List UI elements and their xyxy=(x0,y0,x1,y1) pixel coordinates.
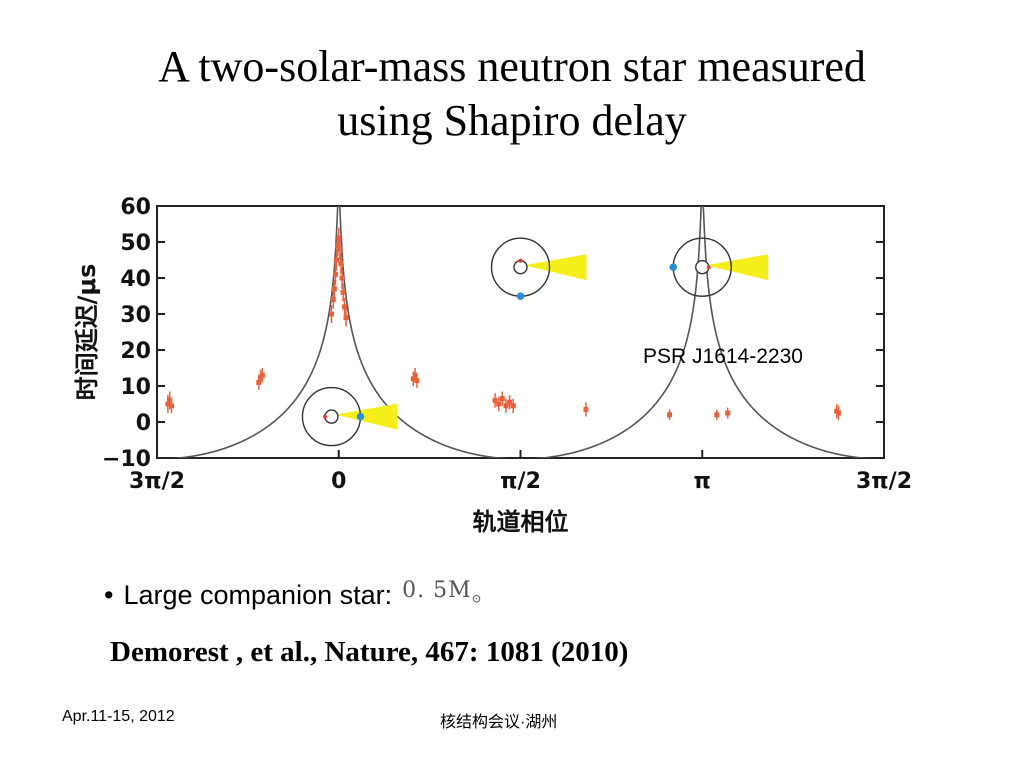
data-point xyxy=(499,396,505,402)
pulsar-dot xyxy=(518,258,523,263)
model-curve xyxy=(166,206,875,458)
data-point xyxy=(414,378,420,384)
data-point xyxy=(165,401,171,407)
data-point xyxy=(330,297,336,303)
pulsar-dot xyxy=(706,265,711,270)
shapiro-delay-chart: −10 0 10 20 30 40 50 60 3π/2 0 π/2 π 3π/2 轨道相位 时间延迟/μs… xyxy=(73,195,912,536)
companion-star xyxy=(356,412,365,421)
y-tick-label: 30 xyxy=(120,303,151,328)
data-point xyxy=(259,372,265,378)
bullet-companion: • Large companion star: 0. 5M⊙ xyxy=(104,574,483,615)
data-point xyxy=(335,243,341,249)
y-tick-label: 0 xyxy=(136,411,151,436)
citation: Demorest , et al., Nature, 467: 1081 (20… xyxy=(110,636,629,668)
y-tick-label: 50 xyxy=(120,231,151,256)
orbit-inset-2 xyxy=(490,237,587,300)
data-point xyxy=(836,410,842,416)
data-point xyxy=(412,372,418,378)
x-tick-label: π xyxy=(694,469,711,494)
data-point xyxy=(583,406,589,412)
data-point xyxy=(410,376,416,382)
data-point xyxy=(167,397,173,403)
data-point xyxy=(256,379,262,385)
line-of-sight-beam xyxy=(335,403,398,430)
data-point xyxy=(503,403,509,409)
x-tick-label: π/2 xyxy=(500,469,541,494)
companion-star xyxy=(669,263,678,271)
y-tick-label: 40 xyxy=(120,267,151,292)
bullet-text: Large companion star: xyxy=(123,579,393,610)
x-tick-label: 0 xyxy=(331,469,346,494)
data-point xyxy=(337,246,343,252)
data-point xyxy=(339,275,345,281)
slide-title-line1: A two-solar-mass neutron star measured xyxy=(158,42,866,91)
footer-date: Apr.11-15, 2012 xyxy=(62,708,175,725)
data-point xyxy=(714,412,720,418)
solar-mass-symbol: ⊙ xyxy=(471,591,483,606)
data-point xyxy=(332,271,338,277)
x-tick-label: 3π/2 xyxy=(856,469,912,494)
data-point xyxy=(342,304,348,310)
data-point xyxy=(725,410,731,416)
x-tick-label: 3π/2 xyxy=(129,469,185,494)
pulsar-name-label: PSR J1614-2230 xyxy=(643,345,803,368)
data-point xyxy=(343,315,349,321)
companion-star xyxy=(516,292,525,300)
data-point xyxy=(338,261,344,267)
y-tick-label: 60 xyxy=(120,195,151,220)
y-tick-label: −10 xyxy=(102,447,151,472)
footer-conference: 核结构会议·湖州 xyxy=(440,714,558,731)
slide-title: A two-solar-mass neutron star measured u… xyxy=(0,40,1024,148)
y-tick-label: 20 xyxy=(120,339,151,364)
data-point xyxy=(328,311,334,317)
y-axis-title: 时间延迟/μs xyxy=(73,264,101,401)
pulsar-dot xyxy=(322,414,327,419)
orbit-inset-1 xyxy=(301,386,398,447)
orbit-inset-3 xyxy=(669,237,769,297)
data-point xyxy=(492,397,498,403)
line-of-sight-beam xyxy=(524,254,587,281)
data-point xyxy=(340,289,346,295)
y-tick-label: 10 xyxy=(120,375,151,400)
companion-mass: 0. 5M⊙ xyxy=(402,574,483,615)
data-point xyxy=(169,403,175,409)
x-axis-title: 轨道相位 xyxy=(473,508,569,536)
data-point xyxy=(667,412,673,418)
data-point xyxy=(331,286,337,292)
data-point xyxy=(334,257,340,263)
data-point xyxy=(507,399,513,405)
data-point xyxy=(336,235,342,241)
plot-frame xyxy=(156,205,885,459)
slide-title-line2: using Shapiro delay xyxy=(337,96,687,145)
data-point xyxy=(496,401,502,407)
data-point xyxy=(510,403,516,409)
line-of-sight-beam xyxy=(706,254,769,281)
bullet-marker: • xyxy=(104,579,114,610)
companion-mass-value: 0. 5M xyxy=(402,578,472,603)
